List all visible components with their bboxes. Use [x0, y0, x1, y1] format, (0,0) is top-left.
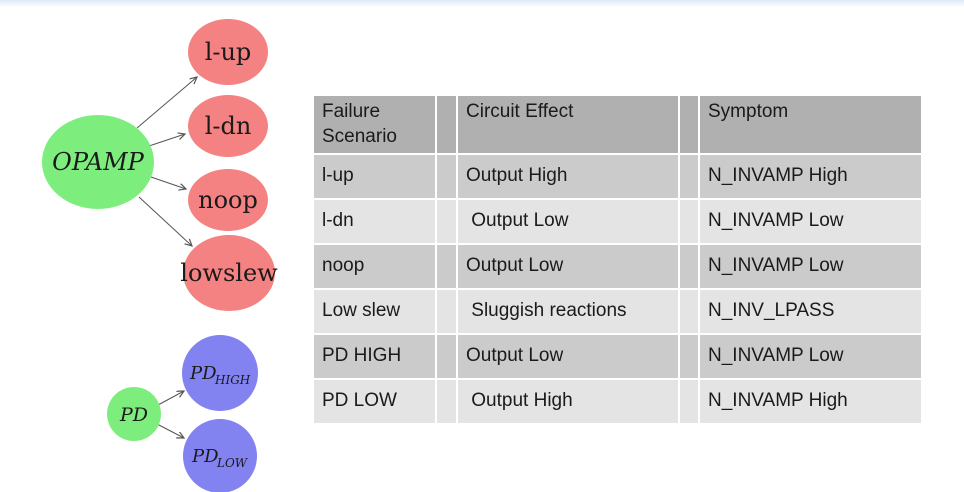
cell-spacer: [680, 245, 698, 288]
arrow-opamp-lup: [136, 77, 197, 129]
cell-spacer: [680, 380, 698, 423]
cell-symptom: N_INVAMP High: [700, 155, 921, 198]
cell-effect: Output Low: [458, 245, 678, 288]
cell-failure: l-dn: [314, 200, 435, 243]
node-lup[interactable]: [188, 19, 268, 85]
cell-failure: l-up: [314, 155, 435, 198]
node-opamp[interactable]: [42, 115, 154, 209]
cell-spacer: [437, 335, 456, 378]
cell-symptom: N_INVAMP Low: [700, 335, 921, 378]
table-row-pdlow: PD LOW Output High N_INVAMP High: [314, 380, 921, 423]
node-pd[interactable]: [107, 387, 161, 441]
node-opamp-label: OPAMP: [52, 148, 145, 176]
cell-symptom: N_INVAMP High: [700, 380, 921, 423]
node-pd-high-label: PD: [189, 363, 217, 384]
cell-failure: PD HIGH: [314, 335, 435, 378]
node-ldn[interactable]: [188, 95, 268, 157]
table-row-lowslew: Low slew Sluggish reactions N_INV_LPASS: [314, 290, 921, 333]
cell-effect: Output High: [458, 155, 678, 198]
cell-spacer: [680, 290, 698, 333]
cell-failure: noop: [314, 245, 435, 288]
arrow-pd-pdhigh: [157, 391, 184, 406]
cell-spacer: [437, 155, 456, 198]
cell-effect: Output Low: [458, 335, 678, 378]
cell-spacer: [437, 290, 456, 333]
header-circuit-effect: Circuit Effect: [458, 96, 678, 153]
arrow-opamp-noop: [150, 176, 186, 189]
arrow-pd-pdlow: [156, 423, 184, 438]
node-noop-label: noop: [198, 186, 258, 214]
cell-spacer: [437, 245, 456, 288]
cell-symptom: N_INVAMP Low: [700, 245, 921, 288]
cell-spacer: [680, 155, 698, 198]
table-row-noop: noop Output Low N_INVAMP Low: [314, 245, 921, 288]
node-ldn-label: l-dn: [205, 112, 252, 140]
cell-spacer: [680, 335, 698, 378]
header-failure-scenario: Failure Scenario: [314, 96, 435, 153]
cell-spacer: [437, 200, 456, 243]
header-spacer-2: [680, 96, 698, 153]
cell-effect: Sluggish reactions: [458, 290, 678, 333]
node-pd-low[interactable]: [183, 419, 257, 492]
top-accent-bar: [0, 0, 964, 7]
fault-tree-diagram: OPAMP l-up l-dn noop lowslew PD PD HIGH …: [42, 19, 278, 492]
node-pd-high[interactable]: [182, 335, 258, 411]
cell-symptom: N_INVAMP Low: [700, 200, 921, 243]
arrow-opamp-lowslew: [138, 196, 192, 246]
node-pd-low-label: PD: [191, 446, 219, 467]
cell-effect: Output Low: [458, 200, 678, 243]
table-row-lup: l-up Output High N_INVAMP High: [314, 155, 921, 198]
diagram-arrows: [136, 77, 197, 438]
node-pd-label: PD: [119, 404, 148, 426]
cell-failure: Low slew: [314, 290, 435, 333]
table-header-row: Failure Scenario Circuit Effect Symptom: [314, 96, 921, 153]
failure-symptom-table: Failure Scenario Circuit Effect Symptom …: [312, 94, 923, 425]
cell-symptom: N_INV_LPASS: [700, 290, 921, 333]
node-pd-low-subscript: LOW: [216, 456, 249, 470]
node-lowslew[interactable]: [183, 235, 275, 311]
table-row-ldn: l-dn Output Low N_INVAMP Low: [314, 200, 921, 243]
cell-spacer: [437, 380, 456, 423]
node-pd-high-subscript: HIGH: [214, 373, 251, 387]
cell-effect: Output High: [458, 380, 678, 423]
node-lowslew-label: lowslew: [180, 259, 278, 287]
cell-spacer: [680, 200, 698, 243]
header-symptom: Symptom: [700, 96, 921, 153]
node-noop[interactable]: [188, 169, 268, 231]
header-spacer-1: [437, 96, 456, 153]
node-lup-label: l-up: [205, 38, 252, 66]
table-row-pdhigh: PD HIGH Output Low N_INVAMP Low: [314, 335, 921, 378]
cell-failure: PD LOW: [314, 380, 435, 423]
arrow-opamp-ldn: [148, 134, 185, 147]
